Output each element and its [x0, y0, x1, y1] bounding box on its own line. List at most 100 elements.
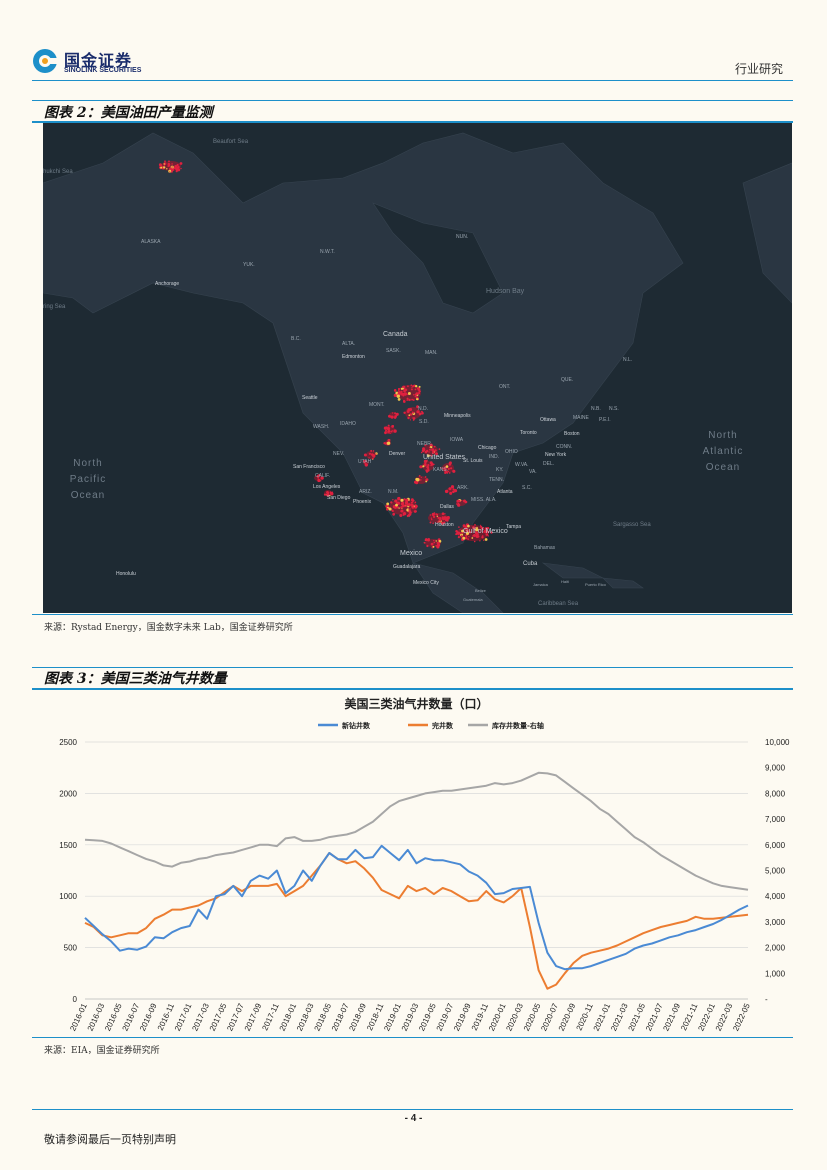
oil-field-dot [426, 459, 428, 461]
oil-field-dot [437, 521, 440, 523]
oil-field-dot [402, 514, 404, 516]
oil-field-dot [487, 530, 490, 534]
oil-field-cluster [457, 525, 489, 541]
map-label-iowa: IOWA [450, 437, 464, 443]
oil-field-dot [403, 411, 406, 414]
oil-field-dot [413, 394, 415, 396]
oil-field-dot [400, 498, 404, 502]
map-label-ohio: OHIO [505, 449, 518, 455]
oil-field-dot [398, 389, 400, 392]
oil-field-dot [452, 488, 455, 491]
map-label-sc: S.C. [522, 485, 532, 491]
oil-field-dot [432, 515, 436, 518]
oil-field-dot [461, 529, 464, 533]
oil-field-dot [423, 541, 426, 544]
oil-field-dot [455, 530, 458, 533]
figure3-bottom-rule [32, 1037, 793, 1038]
map-label-va: VA. [529, 469, 537, 475]
oil-field-dot [465, 528, 469, 532]
oil-field-dot [160, 166, 163, 169]
oil-field-dot [180, 167, 182, 170]
figure3-source: 来源：EIA，国金证券研究所 [44, 1046, 160, 1056]
oil-field-dot [431, 512, 435, 516]
oil-field-dot [416, 410, 420, 414]
oil-field-dot [317, 478, 321, 483]
figure2-caption-rule [32, 121, 793, 123]
map-label-neb: NEBR. [417, 441, 432, 447]
disclaimer-note: 敬请参阅最后一页特别声明 [44, 1133, 176, 1146]
oil-field-dot [468, 530, 472, 534]
oil-field-dot [386, 508, 389, 511]
map-label-new-york: New York [545, 452, 567, 458]
oil-field-dot [164, 160, 166, 163]
logo-english-name: SINOLINK SECURITIES [64, 67, 142, 74]
chart-legend: 新钻井数 完井数 库存井数量-右轴 [318, 721, 544, 730]
map-label-nb: N.B. [591, 406, 601, 412]
oil-field-dot [465, 531, 470, 535]
map-label-alaska: ALASKA [141, 239, 161, 245]
oil-field-dot [327, 492, 330, 494]
oil-field-dot [419, 465, 423, 469]
series-line-2 [84, 771, 749, 891]
oil-field-dot [468, 529, 470, 532]
oil-field-dot [426, 465, 430, 469]
oil-field-dot [398, 507, 400, 509]
y-right-tick-label: 7,000 [765, 815, 786, 824]
well-count-chart: 美国三类油气井数量（口） 新钻井数 完井数 库存井数量-右轴 0 500 1000 1500 2… [43, 690, 792, 1035]
oil-field-dot [412, 417, 414, 419]
oil-field-dot [449, 491, 453, 495]
map-label-north-pacific: Pacific [70, 474, 106, 485]
map-label-united-states: United States [423, 454, 466, 461]
oil-field-dot [414, 388, 417, 391]
oil-field-dot [444, 471, 447, 474]
oil-field-dot [395, 503, 398, 507]
oil-field-dot [392, 425, 395, 427]
oil-field-dot [437, 541, 440, 545]
oil-field-dot [462, 536, 466, 540]
oil-field-dot [163, 163, 165, 165]
logo-chinese-name: 国金证券 [64, 51, 133, 70]
oil-field-dot [393, 416, 397, 419]
oil-field-map: Beaufort Sea hukchi Sea ALASKA YUK. N.W.T. NU… [43, 123, 792, 613]
figure3-top-rule [32, 667, 793, 668]
oil-field-dot [472, 526, 475, 529]
oil-field-dot [375, 453, 377, 455]
oil-field-dot [483, 539, 485, 541]
map-label-north-pacific: North [73, 458, 102, 469]
oil-field-dot [435, 544, 438, 547]
map-label-que: QUE. [561, 377, 573, 383]
legend-label: 新钻井数 [342, 721, 371, 730]
oil-field-dot [433, 445, 436, 448]
oil-field-dot [410, 501, 413, 504]
map-label-guatemala: Guatemala [463, 597, 483, 602]
oil-field-dot [431, 518, 433, 521]
map-label-cuba: Cuba [523, 561, 538, 567]
oil-field-dot [392, 505, 396, 509]
oil-field-dot [436, 543, 441, 547]
map-label-alta: ALTA. [342, 341, 355, 347]
oil-field-dot [464, 500, 468, 504]
map-label-ariz: ARIZ. [359, 489, 372, 495]
oil-field-dot [461, 499, 463, 502]
oil-field-dot [407, 503, 411, 507]
oil-field-dot [462, 524, 466, 528]
oil-field-dot [176, 163, 179, 167]
oil-field-dot [403, 498, 406, 501]
oil-field-dot [418, 412, 422, 416]
oil-field-dot [465, 534, 468, 537]
oil-field-dot [387, 432, 389, 434]
oil-field-dot [392, 512, 396, 516]
oil-field-dot [416, 397, 419, 401]
oil-field-dot [384, 443, 387, 445]
oil-field-dot [440, 467, 442, 469]
map-label-guadalajara: Guadalajara [393, 564, 420, 570]
map-label-edmonton: Edmonton [342, 354, 365, 360]
oil-field-dot [421, 411, 424, 415]
figure3-caption-rule [32, 688, 793, 690]
oil-field-dot [412, 399, 415, 401]
oil-field-dot [426, 449, 429, 453]
oil-field-dot [177, 168, 181, 172]
oil-field-dot [388, 507, 392, 511]
map-labels: Beaufort Sea hukchi Sea ALASKA YUK. N.W.T. NU… [43, 139, 742, 607]
oil-field-dot [457, 502, 460, 505]
